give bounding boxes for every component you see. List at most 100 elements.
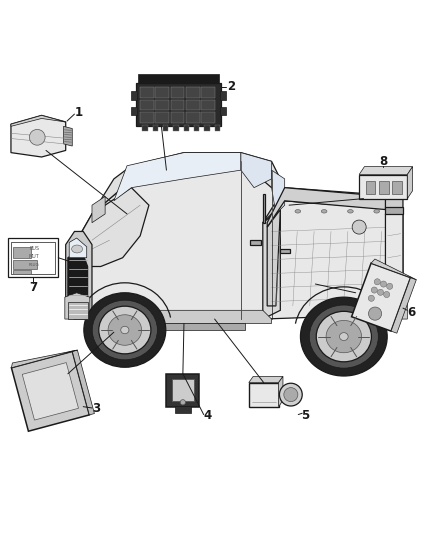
Text: MUT: MUT [29, 254, 39, 259]
Bar [215, 125, 220, 131]
Bar [11, 241, 55, 274]
Bar [186, 112, 200, 123]
Ellipse shape [108, 315, 141, 345]
Ellipse shape [374, 209, 379, 213]
Polygon shape [92, 310, 272, 324]
Polygon shape [74, 161, 280, 319]
Bar [220, 91, 226, 100]
Bar [131, 91, 137, 100]
Ellipse shape [309, 305, 378, 368]
Text: 3: 3 [92, 402, 100, 415]
Bar [155, 100, 169, 110]
Text: 1: 1 [75, 106, 83, 119]
Ellipse shape [300, 297, 387, 376]
Bar [163, 125, 168, 131]
Bar [173, 125, 179, 131]
Bar [153, 125, 158, 131]
Text: PLUG: PLUG [29, 263, 39, 267]
Circle shape [284, 387, 298, 402]
Polygon shape [263, 201, 403, 319]
Text: 7: 7 [29, 280, 37, 294]
Ellipse shape [99, 306, 151, 354]
Polygon shape [263, 209, 280, 319]
Polygon shape [11, 351, 89, 431]
Bar [13, 260, 37, 269]
Bar [105, 324, 245, 330]
Polygon shape [391, 278, 416, 333]
Polygon shape [279, 376, 283, 407]
Bar [385, 207, 403, 214]
Circle shape [368, 307, 381, 320]
Bar [366, 181, 375, 194]
Text: 4: 4 [203, 409, 211, 422]
Bar [166, 374, 199, 407]
Polygon shape [69, 238, 87, 258]
Polygon shape [359, 174, 407, 199]
Polygon shape [272, 170, 285, 214]
Ellipse shape [295, 209, 300, 213]
Text: BUS: BUS [29, 246, 39, 251]
Polygon shape [263, 188, 403, 223]
Text: 2: 2 [227, 80, 235, 93]
Polygon shape [74, 188, 149, 266]
Polygon shape [385, 297, 407, 319]
Circle shape [378, 289, 384, 295]
Circle shape [371, 287, 378, 293]
Bar [142, 125, 148, 131]
Circle shape [352, 220, 366, 234]
Polygon shape [352, 263, 410, 331]
Polygon shape [68, 249, 88, 302]
Bar [280, 249, 290, 253]
Polygon shape [114, 152, 241, 201]
Polygon shape [11, 115, 66, 157]
Polygon shape [249, 376, 283, 383]
Bar [8, 238, 58, 278]
Circle shape [381, 281, 387, 287]
Polygon shape [11, 350, 78, 368]
Ellipse shape [121, 326, 129, 334]
Circle shape [180, 400, 186, 405]
Text: 6: 6 [408, 306, 416, 319]
Bar [204, 125, 209, 131]
Bar [155, 87, 169, 98]
Bar [392, 181, 402, 194]
Ellipse shape [92, 300, 157, 360]
Bar [250, 240, 261, 245]
Polygon shape [92, 152, 280, 214]
Bar [171, 112, 184, 123]
Polygon shape [22, 362, 78, 420]
Circle shape [368, 295, 374, 301]
Bar [171, 87, 184, 98]
Circle shape [387, 283, 393, 289]
Bar [140, 112, 154, 123]
Bar [220, 107, 226, 115]
Bar [13, 247, 31, 258]
Circle shape [279, 383, 302, 406]
Circle shape [384, 292, 390, 297]
Polygon shape [64, 126, 72, 146]
Polygon shape [11, 115, 66, 126]
Polygon shape [92, 197, 105, 223]
Polygon shape [249, 383, 279, 407]
Polygon shape [371, 259, 416, 280]
Polygon shape [385, 209, 403, 314]
Text: 8: 8 [379, 155, 387, 168]
Bar [171, 100, 184, 110]
Bar [140, 87, 154, 98]
Ellipse shape [339, 333, 348, 341]
Bar [136, 83, 221, 126]
Bar [140, 100, 154, 110]
Circle shape [29, 130, 45, 145]
Bar [184, 125, 189, 131]
Polygon shape [359, 167, 413, 174]
Bar [201, 87, 215, 98]
Text: 5: 5 [301, 409, 309, 422]
Polygon shape [138, 74, 219, 83]
Circle shape [74, 249, 82, 258]
Bar [155, 112, 169, 123]
Ellipse shape [326, 320, 362, 353]
Bar [201, 100, 215, 110]
Ellipse shape [348, 209, 353, 213]
Polygon shape [68, 302, 88, 319]
Ellipse shape [321, 209, 327, 213]
